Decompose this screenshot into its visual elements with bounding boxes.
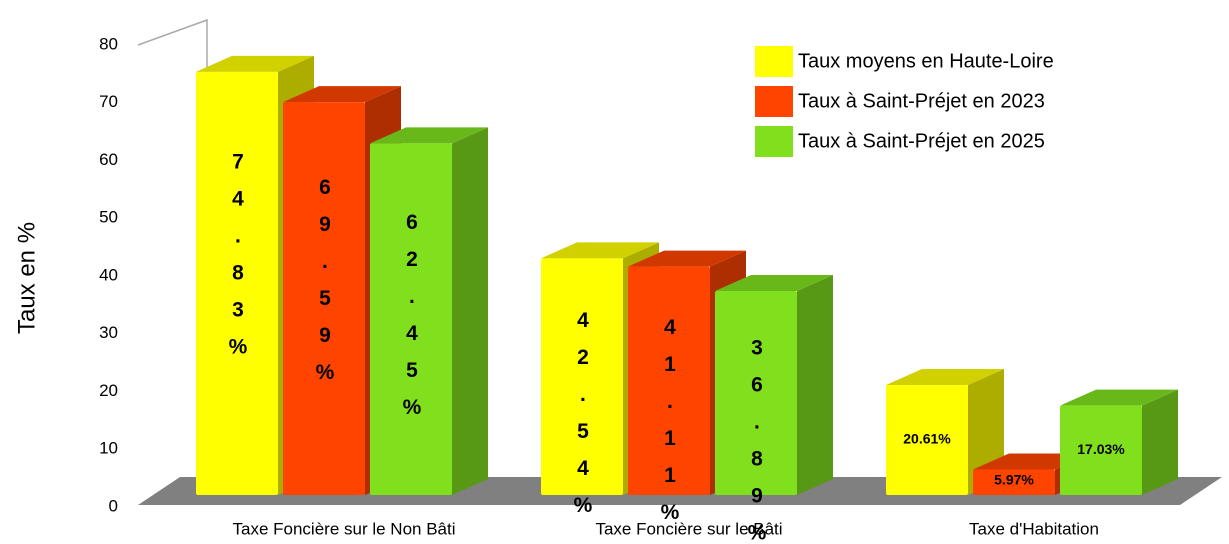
y-tick-label: 30 xyxy=(99,323,118,342)
bar xyxy=(973,469,1055,495)
y-tick-label: 50 xyxy=(99,208,118,227)
y-axis-label: Taux en % xyxy=(13,222,40,334)
bar xyxy=(541,258,623,495)
y-tick-label: 0 xyxy=(109,496,118,515)
legend-swatch xyxy=(755,86,793,117)
bar-top xyxy=(1060,389,1178,406)
bar xyxy=(628,266,710,495)
bar xyxy=(370,143,452,495)
bar-top xyxy=(886,368,1004,385)
bar-top xyxy=(541,242,659,259)
bar xyxy=(715,290,797,495)
data-label: 20.61% xyxy=(903,431,951,447)
bar-top xyxy=(628,250,746,267)
bar xyxy=(1060,405,1142,495)
y-tick-label: 10 xyxy=(99,439,118,458)
legend-swatch xyxy=(755,126,793,157)
data-label: 42.54% xyxy=(571,309,594,531)
data-label: 69.59% xyxy=(313,176,336,398)
legend-label: Taux à Saint-Préjet en 2025 xyxy=(798,130,1045,152)
data-label: 74.83% xyxy=(226,150,249,372)
bar-side xyxy=(797,274,833,495)
bar-side xyxy=(452,127,488,495)
data-label: 62.45% xyxy=(400,211,423,433)
data-label: 41.11% xyxy=(658,316,681,538)
bar-top xyxy=(370,127,488,144)
bar-side xyxy=(1142,389,1178,495)
x-tick-label: Taxe Foncière sur le Bâti xyxy=(595,519,782,538)
bar-top xyxy=(715,274,833,291)
legend-label: Taux moyens en Haute-Loire xyxy=(798,50,1054,72)
y-tick-label: 60 xyxy=(99,150,118,169)
bar xyxy=(196,71,278,495)
y-tick-label: 70 xyxy=(99,92,118,111)
legend-swatch xyxy=(755,46,793,77)
bar xyxy=(886,384,968,495)
y-tick-label: 20 xyxy=(99,381,118,400)
data-label: 36.89% xyxy=(745,337,768,544)
y-tick-label: 40 xyxy=(99,265,118,284)
x-tick-label: Taxe d'Habitation xyxy=(969,519,1099,538)
bar xyxy=(283,102,365,496)
bar-top xyxy=(196,55,314,72)
y-tick-label: 80 xyxy=(99,34,118,53)
legend-label: Taux à Saint-Préjet en 2023 xyxy=(798,90,1045,112)
bar-top xyxy=(283,86,401,103)
data-label: 17.03% xyxy=(1077,441,1125,457)
data-label: 5.97% xyxy=(994,472,1034,488)
x-tick-label: Taxe Foncière sur le Non Bâti xyxy=(233,519,456,538)
